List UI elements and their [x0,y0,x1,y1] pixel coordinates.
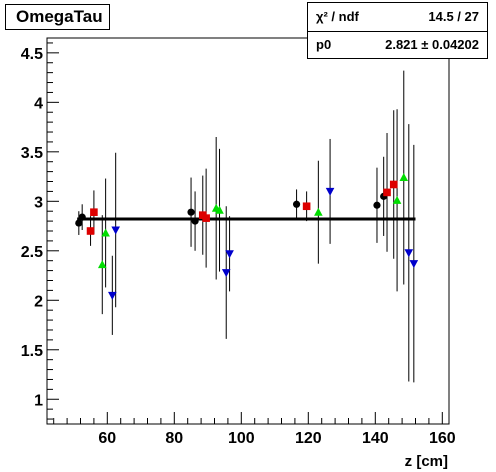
data-point-triangle-down [404,249,414,258]
data-point-square [86,227,95,235]
p0-value: 2.821 ± 0.04202 [385,37,479,52]
data-point-triangle-down [108,291,117,300]
frame [46,37,450,425]
y-tick-label: 3.5 [21,145,43,162]
data-point-square [383,188,391,197]
x-tick-label: 160 [429,430,456,447]
data-point-circle [292,200,301,208]
data-point-circle [187,208,195,216]
stats-row-chi2: χ² / ndf 14.5 / 27 [308,3,487,32]
data-point-triangle-down [111,226,120,235]
data-point-triangle-down [221,269,231,278]
data-point-circle [191,217,199,225]
y-tick-label: 4.5 [21,46,43,63]
data-point-triangle-down [325,187,335,196]
y-tick-label: 4 [34,95,43,112]
data-point-circle [373,201,381,209]
x-tick-label: 100 [228,430,255,447]
data-point-square [202,214,210,222]
data-point-square [90,208,98,216]
data-point-triangle-up [97,260,107,269]
x-tick-label: 140 [362,430,389,447]
data-point-triangle-up [392,195,402,204]
data-point-triangle-up [101,228,110,237]
data-marks [75,70,419,383]
data-point-triangle-up [215,205,224,214]
data-point-triangle-up [399,173,409,182]
p0-label: p0 [316,37,332,52]
data-point-circle [78,213,86,221]
y-tick-label: 2 [34,293,43,310]
stats-row-p0: p0 2.821 ± 0.04202 [308,31,487,59]
data-point-triangle-up [314,207,323,216]
data-point-circle [75,219,83,227]
chi2-label: χ² / ndf [316,9,359,24]
y-tick-label: 1.5 [21,343,43,360]
data-point-square [389,180,398,189]
x-axis-label: z [cm] [405,453,448,470]
x-tick-label: 60 [98,430,116,447]
y-tick-label: 3 [34,194,43,211]
x-tick-label: 120 [295,430,322,447]
data-point-triangle-down [409,260,419,269]
y-tick-label: 2.5 [21,244,43,261]
data-point-square [302,202,311,211]
chart-title: OmegaTau [5,4,110,30]
data-point-triangle-down [225,250,234,259]
fit-stats-box: χ² / ndf 14.5 / 27 p0 2.821 ± 0.04202 [307,2,488,59]
x-tick-label: 80 [165,430,183,447]
chi2-value: 14.5 / 27 [428,9,479,24]
axes: 1 1.5 2 2.5 3 3.5 4 4.5 60 80 100 120 140 160 [21,42,456,447]
chart-title-text: OmegaTau [16,7,103,26]
y-tick-label: 1 [34,392,43,409]
